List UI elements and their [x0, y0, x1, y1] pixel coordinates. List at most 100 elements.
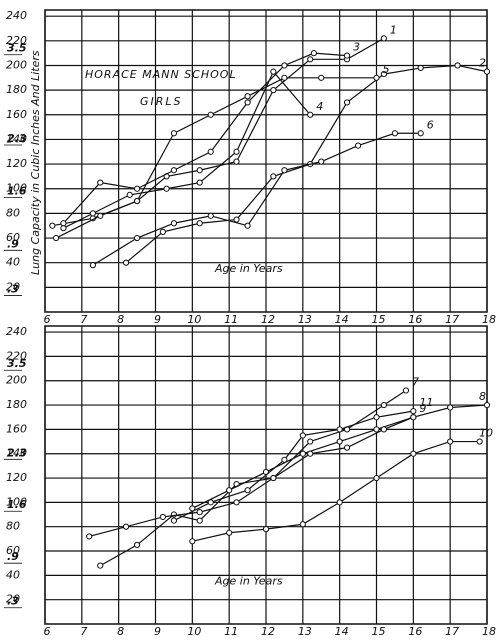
data-point [189, 538, 196, 545]
data-point [402, 387, 410, 394]
y-tick-label: 240 [6, 9, 27, 22]
data-point [318, 74, 325, 81]
y-tick-label: 40 [6, 568, 20, 581]
data-point [97, 562, 104, 569]
data-point [336, 438, 343, 445]
y-tick-label: 80 [6, 206, 20, 219]
data-point [336, 426, 343, 433]
data-point [299, 450, 306, 457]
y-tick-label: 220 [6, 349, 27, 362]
x-tick-label: 7 [80, 625, 87, 638]
data-point [86, 533, 93, 540]
data-point [417, 64, 424, 72]
x-tick-label: 15 [372, 625, 386, 638]
data-point [244, 99, 251, 106]
y2-tick-label: 3.5 [7, 42, 27, 55]
data-point [410, 450, 417, 457]
chart-subtitle: GIRLS [140, 95, 183, 108]
series-label: 7 [412, 375, 419, 388]
y2-tick-label: 1.6 [7, 185, 27, 198]
data-point [170, 167, 178, 174]
data-point [233, 158, 240, 165]
series-label: 1 [390, 23, 397, 36]
y-tick-label: 140 [6, 132, 27, 145]
data-point [170, 130, 178, 137]
data-point [97, 212, 104, 219]
x-tick-label: 17 [445, 625, 459, 638]
x-tick-label: 8 [117, 313, 124, 326]
x-tick-label: 16 [408, 625, 422, 638]
chart-title: HORACE MANN SCHOOL [85, 68, 237, 81]
data-point [196, 220, 203, 227]
y2-tick-label: 2.3 [7, 132, 27, 145]
data-point [447, 404, 454, 411]
series-label: 4 [316, 100, 323, 113]
data-point [89, 262, 96, 269]
data-point [170, 517, 178, 524]
data-point [299, 432, 306, 439]
data-point [244, 93, 251, 100]
data-point [307, 438, 314, 445]
data-point [417, 130, 424, 137]
y-tick-label: 60 [6, 231, 20, 244]
y-tick-label: 100 [6, 495, 27, 508]
y-axis-label: Lung Capacity in Cubic Inches And Liters [29, 50, 42, 275]
series-label: 3 [353, 41, 360, 54]
data-point [133, 197, 141, 205]
y2-tick-label: 3.5 [7, 357, 27, 370]
data-point [281, 74, 288, 81]
data-point [159, 513, 166, 521]
data-point [207, 499, 214, 506]
y-tick-label: 40 [6, 256, 20, 269]
x-tick-label: 10 [187, 313, 201, 326]
x-tick-label: 9 [154, 625, 161, 638]
series-line [173, 410, 414, 522]
data-point [391, 130, 399, 137]
x-tick-label: 6 [44, 313, 51, 326]
data-point [270, 87, 277, 94]
data-point [207, 111, 214, 118]
y-tick-label: 220 [6, 34, 27, 47]
data-point [410, 414, 417, 421]
data-point [343, 52, 351, 59]
data-point [233, 499, 240, 506]
x-tick-label: 18 [482, 313, 496, 326]
y2-tick-label: .9 [7, 550, 19, 563]
data-point [483, 401, 491, 409]
x-tick-label: 11 [224, 313, 238, 326]
data-point [226, 529, 233, 536]
series-line [63, 70, 311, 229]
series-label: 6 [427, 118, 434, 131]
data-point [133, 541, 141, 549]
series-label: 11 [419, 396, 433, 409]
x-axis-label: Age in Years [214, 574, 283, 587]
x-tick-label: 8 [117, 625, 124, 638]
data-point [307, 450, 314, 457]
y2-tick-label: .3 [7, 282, 19, 295]
x-tick-label: 16 [408, 313, 422, 326]
data-point [170, 511, 178, 518]
data-point [310, 50, 317, 57]
y-tick-label: 180 [6, 83, 27, 96]
y-tick-label: 120 [6, 157, 27, 170]
data-point [244, 487, 251, 494]
x-tick-label: 13 [298, 625, 312, 638]
x-tick-label: 11 [224, 625, 238, 638]
y-tick-label: 240 [6, 325, 27, 338]
data-point [447, 438, 454, 445]
data-point [196, 179, 203, 186]
data-point [476, 438, 483, 445]
data-point [373, 426, 380, 433]
data-point [373, 414, 380, 421]
data-point [343, 99, 351, 106]
x-tick-label: 6 [44, 625, 51, 638]
series-label: 5 [383, 63, 390, 76]
data-point [159, 228, 166, 235]
y-tick-label: 160 [6, 108, 27, 121]
data-point [380, 70, 387, 78]
x-tick-label: 14 [335, 313, 349, 326]
series-label: 8 [479, 390, 486, 403]
y-tick-label: 20 [6, 593, 20, 606]
